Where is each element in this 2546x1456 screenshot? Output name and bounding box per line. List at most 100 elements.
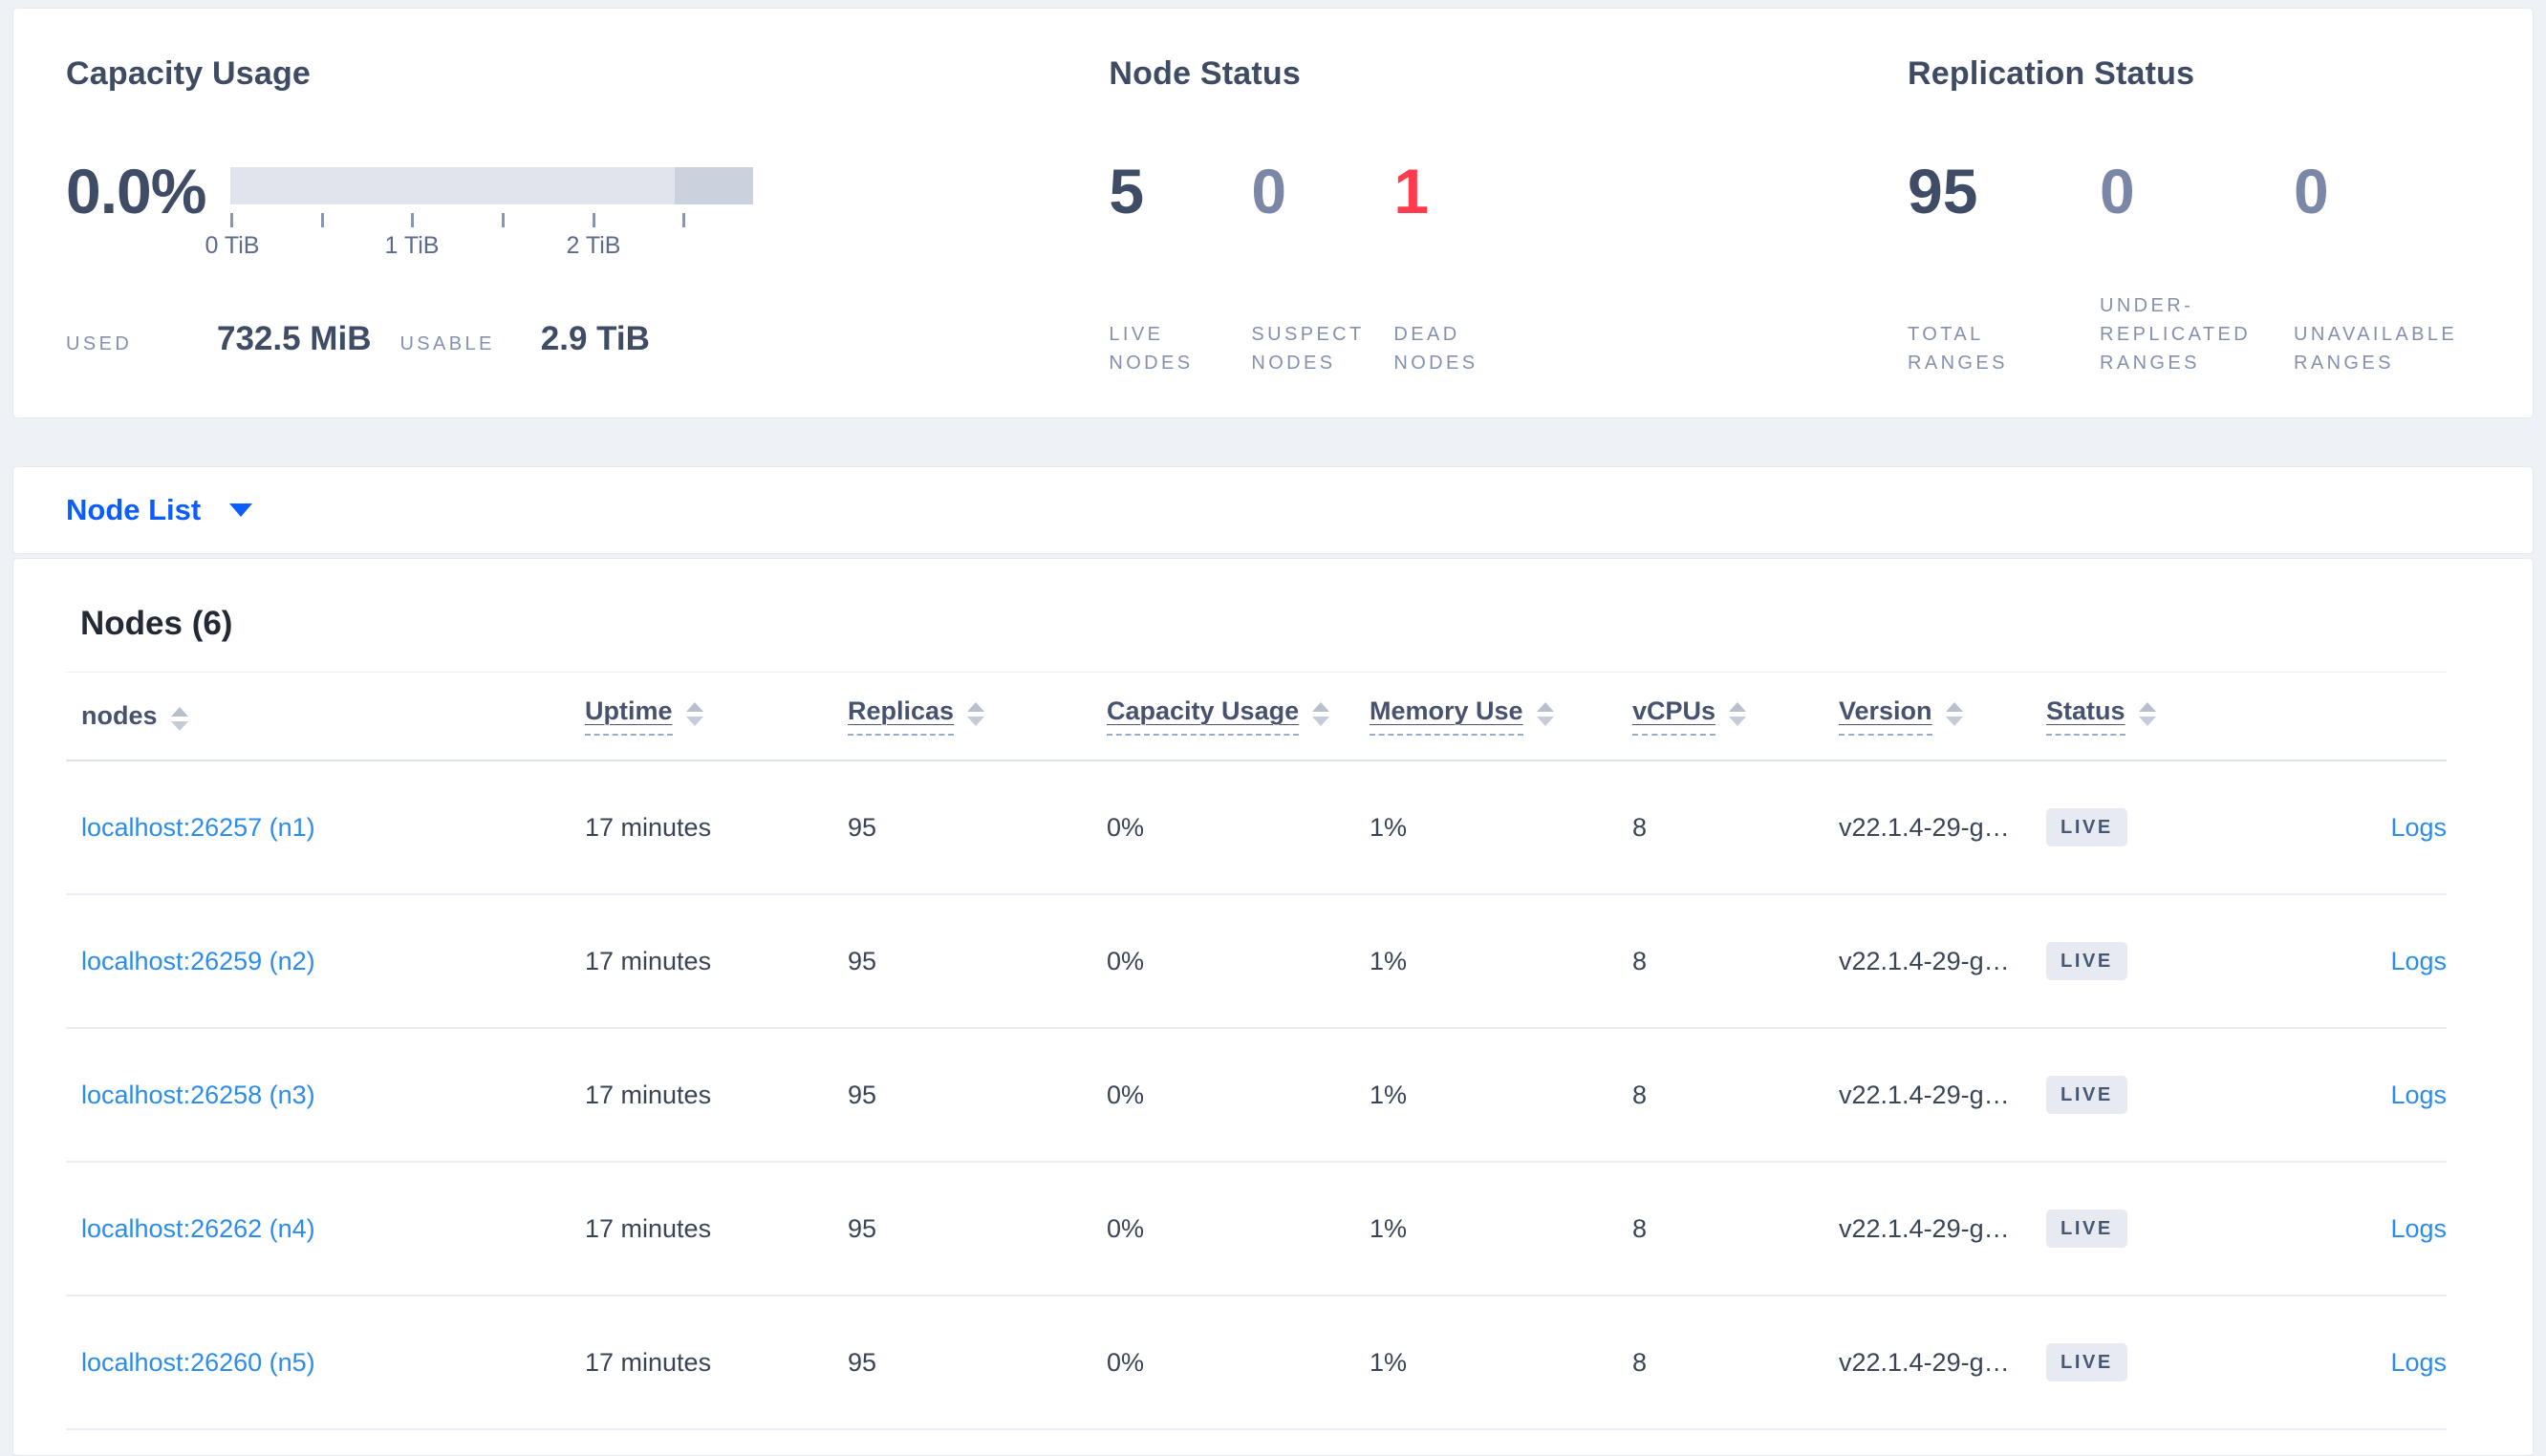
- sort-icon: [1536, 702, 1554, 726]
- nodes-title: Nodes (6): [80, 605, 233, 642]
- capacity-usage-chart: 0.0%: [66, 156, 1109, 261]
- capacity-axis-labels: 0 TiB 1 TiB 2 TiB: [205, 232, 753, 261]
- sort-icon: [1945, 702, 1963, 726]
- capacity-percent: 0.0%: [66, 156, 206, 226]
- stat-dead-nodes: 1 DEAD NODES: [1393, 156, 1536, 377]
- logs-link[interactable]: Logs: [2390, 946, 2447, 975]
- uptime-cell: 17 minutes: [585, 1347, 712, 1377]
- unavailable-ranges-value: 0: [2294, 156, 2329, 226]
- vcpus-cell: 8: [1632, 946, 1648, 975]
- capacity-bar: [230, 167, 753, 204]
- vcpus-cell: 8: [1632, 812, 1648, 842]
- capacity-bar-area: 0 TiB 1 TiB 2 TiB: [205, 167, 753, 261]
- sort-icon: [1729, 702, 1747, 726]
- capacity-usage-cell: 0%: [1107, 1213, 1145, 1243]
- version-cell: v22.1.4-29-g…: [1839, 946, 2010, 975]
- node-link[interactable]: localhost:26260 (n5): [81, 1347, 315, 1377]
- column-header-capacity-usage[interactable]: Capacity Usage: [1107, 696, 1370, 736]
- suspect-nodes-label: SUSPECT NODES: [1251, 324, 1365, 374]
- version-cell: v22.1.4-29-g…: [1839, 1213, 2010, 1243]
- under-replicated-ranges-label: UNDER-REPLICATED RANGES: [2100, 295, 2252, 374]
- replicas-cell: 95: [848, 812, 877, 842]
- total-ranges-label: TOTAL RANGES: [1908, 324, 2008, 374]
- sort-icon: [1312, 702, 1330, 726]
- axis-tick-label: 2 TiB: [566, 232, 621, 259]
- node-link[interactable]: localhost:26258 (n3): [81, 1080, 315, 1109]
- axis-tick: [502, 213, 505, 227]
- live-nodes-value: 5: [1109, 156, 1145, 226]
- node-link[interactable]: localhost:26262 (n4): [81, 1213, 315, 1243]
- sort-icon: [2138, 702, 2156, 726]
- replicas-cell: 95: [848, 946, 877, 975]
- column-header-nodes[interactable]: nodes: [81, 701, 585, 731]
- table-row: localhost:26259 (n2) 17 minutes 95 0% 1%…: [66, 895, 2447, 1029]
- node-link[interactable]: localhost:26257 (n1): [81, 812, 315, 842]
- capacity-usage-cell: 0%: [1107, 946, 1145, 975]
- node-list-dropdown[interactable]: Node List: [66, 493, 253, 527]
- uptime-cell: 17 minutes: [585, 1080, 712, 1109]
- replicas-cell: 95: [848, 1347, 877, 1377]
- logs-link[interactable]: Logs: [2390, 1347, 2447, 1377]
- cluster-summary-card: Capacity Usage 0.0%: [12, 8, 2534, 418]
- axis-tick-label: 1 TiB: [384, 232, 440, 259]
- column-header-uptime[interactable]: Uptime: [585, 696, 848, 736]
- replication-status-title: Replication Status: [1908, 55, 2195, 92]
- capacity-usage-cell: 0%: [1107, 1080, 1145, 1109]
- axis-tick: [682, 213, 685, 227]
- status-badge: LIVE: [2046, 942, 2127, 980]
- vcpus-cell: 8: [1632, 1213, 1648, 1243]
- version-cell: v22.1.4-29-g…: [1839, 1080, 2010, 1109]
- column-header-status[interactable]: Status: [2046, 696, 2276, 736]
- table-row: localhost:26260 (n5) 17 minutes 95 0% 1%…: [66, 1296, 2447, 1430]
- column-header-version[interactable]: Version: [1839, 696, 2046, 736]
- node-link[interactable]: localhost:26259 (n2): [81, 946, 315, 975]
- capacity-usage-summary: USED 732.5 MiB USABLE 2.9 TiB: [66, 320, 1109, 358]
- replication-status-panel: Replication Status 95 TOTAL RANGES 0 UND…: [1908, 54, 2533, 418]
- node-status-title: Node Status: [1109, 55, 1301, 92]
- stat-under-replicated-ranges: 0 UNDER-REPLICATED RANGES: [2100, 156, 2294, 377]
- column-header-replicas[interactable]: Replicas: [848, 696, 1107, 736]
- column-header-vcpus[interactable]: vCPUs: [1632, 696, 1839, 736]
- total-ranges-value: 95: [1908, 156, 1978, 226]
- dead-nodes-value: 1: [1393, 156, 1430, 226]
- under-replicated-ranges-value: 0: [2100, 156, 2135, 226]
- dead-nodes-label: DEAD NODES: [1393, 324, 1478, 374]
- capacity-usage-cell: 0%: [1107, 1347, 1145, 1377]
- uptime-cell: 17 minutes: [585, 946, 712, 975]
- nodes-card: Nodes (6) nodes Uptime Replicas Capacity…: [12, 558, 2534, 1456]
- memory-use-cell: 1%: [1370, 946, 1408, 975]
- nodes-table-header: nodes Uptime Replicas Capacity Usage Mem…: [66, 673, 2447, 761]
- used-value: 732.5 MiB: [217, 320, 372, 357]
- table-row: localhost:26258 (n3) 17 minutes 95 0% 1%…: [66, 1029, 2447, 1163]
- sort-icon: [685, 702, 703, 726]
- table-row: localhost:26262 (n4) 17 minutes 95 0% 1%…: [66, 1163, 2447, 1296]
- stat-live-nodes: 5 LIVE NODES: [1109, 156, 1251, 377]
- capacity-bar-used-segment: [675, 167, 753, 204]
- uptime-cell: 17 minutes: [585, 812, 712, 842]
- logs-link[interactable]: Logs: [2390, 1080, 2447, 1109]
- axis-tick-label: 0 TiB: [205, 232, 260, 259]
- live-nodes-label: LIVE NODES: [1109, 324, 1194, 374]
- sort-icon: [967, 702, 985, 726]
- version-cell: v22.1.4-29-g…: [1839, 1347, 2010, 1377]
- nodes-table: nodes Uptime Replicas Capacity Usage Mem…: [66, 672, 2447, 1430]
- version-cell: v22.1.4-29-g…: [1839, 812, 2010, 842]
- capacity-usage-panel: Capacity Usage 0.0%: [66, 54, 1109, 418]
- logs-link[interactable]: Logs: [2390, 812, 2447, 842]
- capacity-usage-title: Capacity Usage: [66, 55, 312, 92]
- status-badge: LIVE: [2046, 1076, 2127, 1114]
- axis-tick: [230, 213, 233, 227]
- memory-use-cell: 1%: [1370, 1213, 1408, 1243]
- status-badge: LIVE: [2046, 808, 2127, 846]
- sort-icon: [170, 707, 188, 731]
- memory-use-cell: 1%: [1370, 812, 1408, 842]
- usable-value: 2.9 TiB: [540, 320, 650, 357]
- column-header-memory-use[interactable]: Memory Use: [1370, 696, 1632, 736]
- table-row: localhost:26257 (n1) 17 minutes 95 0% 1%…: [66, 761, 2447, 895]
- axis-tick: [593, 213, 595, 227]
- logs-link[interactable]: Logs: [2390, 1213, 2447, 1243]
- node-list-dropdown-label: Node List: [66, 493, 202, 526]
- axis-tick: [321, 213, 324, 227]
- memory-use-cell: 1%: [1370, 1080, 1408, 1109]
- memory-use-cell: 1%: [1370, 1347, 1408, 1377]
